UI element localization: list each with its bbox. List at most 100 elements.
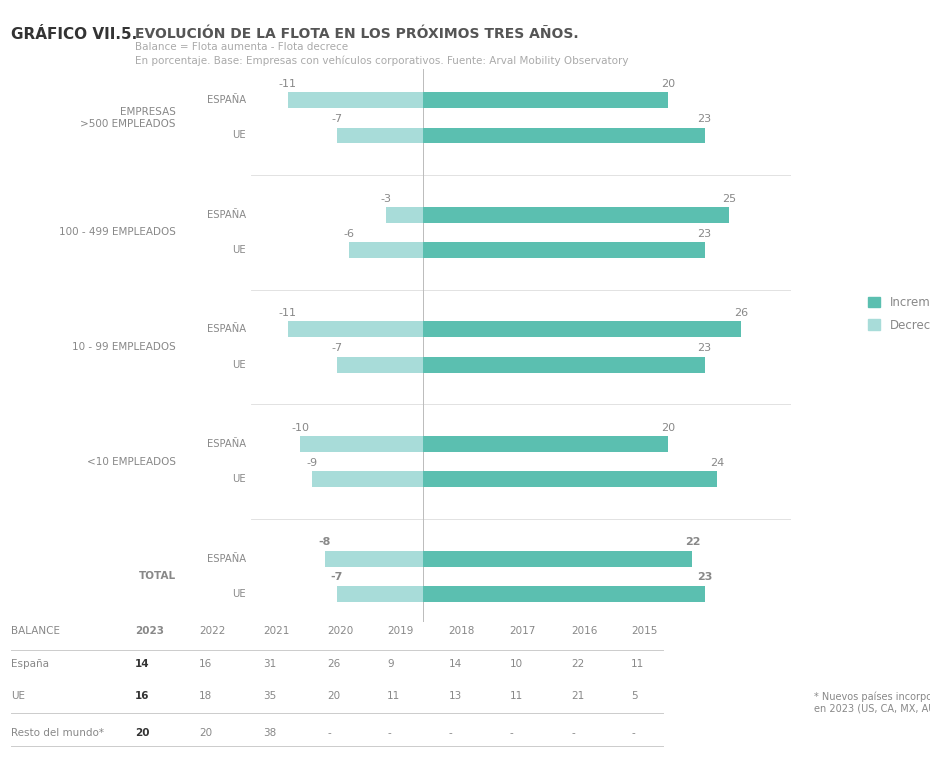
Bar [423,242,705,258]
Text: 11: 11 [631,659,644,669]
Text: UE: UE [232,474,246,484]
Bar [349,242,423,258]
Text: 21: 21 [571,691,584,701]
Text: 2023: 2023 [135,626,164,636]
Bar [423,436,668,452]
Text: 2017: 2017 [510,626,536,636]
Text: 11: 11 [510,691,523,701]
Text: UE: UE [232,589,246,599]
Text: ESPAÑA: ESPAÑA [206,324,246,334]
Text: BALANCE: BALANCE [11,626,60,636]
Text: 2022: 2022 [199,626,225,636]
Text: 100 - 499 EMPLEADOS: 100 - 499 EMPLEADOS [59,227,176,237]
Text: 10: 10 [510,659,523,669]
Bar [288,92,423,108]
Text: EVOLUCIÓN DE LA FLOTA EN LOS PRÓXIMOS TRES AÑOS.: EVOLUCIÓN DE LA FLOTA EN LOS PRÓXIMOS TR… [135,27,578,41]
Text: 23: 23 [698,343,711,353]
Legend: Incrementa, Decrece: Incrementa, Decrece [869,296,930,332]
Text: -8: -8 [318,538,331,548]
Text: -9: -9 [307,458,318,468]
Text: Resto del mundo*: Resto del mundo* [11,728,104,738]
Bar [300,436,423,452]
Bar [337,356,423,372]
Bar [423,472,717,487]
Bar [337,586,423,601]
Bar [288,322,423,337]
Text: 26: 26 [735,308,749,318]
Text: UE: UE [232,359,246,369]
Text: 35: 35 [263,691,276,701]
Text: UE: UE [11,691,25,701]
Text: 22: 22 [571,659,584,669]
Bar [386,207,423,223]
Bar [423,551,693,567]
Text: 16: 16 [135,691,150,701]
Text: -7: -7 [331,114,342,124]
Text: UE: UE [232,245,246,255]
Text: -3: -3 [380,194,392,204]
Text: -: - [510,728,513,738]
Text: -: - [631,728,635,738]
Bar [312,472,423,487]
Text: 2021: 2021 [263,626,289,636]
Text: 10 - 99 EMPLEADOS: 10 - 99 EMPLEADOS [72,342,176,352]
Text: 14: 14 [135,659,150,669]
Text: 20: 20 [135,728,150,738]
Text: -6: -6 [344,229,354,239]
Text: 16: 16 [199,659,212,669]
Bar [337,127,423,144]
Text: 26: 26 [327,659,340,669]
Text: ESPAÑA: ESPAÑA [206,554,246,564]
Bar [423,356,705,372]
Text: -: - [448,728,452,738]
Text: 23: 23 [698,229,711,239]
Text: 11: 11 [387,691,400,701]
Text: UE: UE [232,131,246,141]
Text: 38: 38 [263,728,276,738]
Text: EMPRESAS
>500 EMPLEADOS: EMPRESAS >500 EMPLEADOS [80,107,176,129]
Text: 2016: 2016 [571,626,597,636]
Text: Balance = Flota aumenta - Flota decrece: Balance = Flota aumenta - Flota decrece [135,42,348,52]
Text: 22: 22 [684,538,700,548]
Text: En porcentaje. Base: Empresas con vehículos corporativos. Fuente: Arval Mobility: En porcentaje. Base: Empresas con vehícu… [135,55,629,66]
Text: -7: -7 [331,343,342,353]
Text: 20: 20 [661,422,675,432]
Text: ESPAÑA: ESPAÑA [206,210,246,220]
Text: -: - [387,728,391,738]
Bar [423,586,705,601]
Text: ESPAÑA: ESPAÑA [206,439,246,449]
Text: 9: 9 [387,659,393,669]
Text: 2018: 2018 [448,626,475,636]
Text: 2015: 2015 [631,626,658,636]
Text: 20: 20 [661,79,675,89]
Text: 20: 20 [199,728,212,738]
Text: -11: -11 [279,79,297,89]
Text: -: - [571,728,575,738]
Text: <10 EMPLEADOS: <10 EMPLEADOS [86,457,176,467]
Text: -: - [327,728,331,738]
Text: -10: -10 [291,422,309,432]
Text: 24: 24 [710,458,724,468]
Text: 23: 23 [698,114,711,124]
Text: 25: 25 [722,194,737,204]
Text: 20: 20 [327,691,340,701]
Bar [423,127,705,144]
Text: 13: 13 [448,691,462,701]
Bar [325,551,423,567]
Text: 5: 5 [631,691,638,701]
Text: * Nuevos países incorporados
en 2023 (US, CA, MX, AU, NZ).: * Nuevos países incorporados en 2023 (US… [814,691,930,713]
Text: 31: 31 [263,659,276,669]
Text: 23: 23 [697,572,712,582]
Text: TOTAL: TOTAL [139,571,176,581]
Text: 2020: 2020 [327,626,353,636]
Text: 18: 18 [199,691,212,701]
Text: GRÁFICO VII.5.: GRÁFICO VII.5. [11,27,138,42]
Text: 14: 14 [448,659,462,669]
Text: 2019: 2019 [387,626,414,636]
Bar [423,322,741,337]
Text: -7: -7 [331,572,343,582]
Bar [423,92,668,108]
Text: ESPAÑA: ESPAÑA [206,95,246,105]
Text: -11: -11 [279,308,297,318]
Text: España: España [11,659,49,669]
